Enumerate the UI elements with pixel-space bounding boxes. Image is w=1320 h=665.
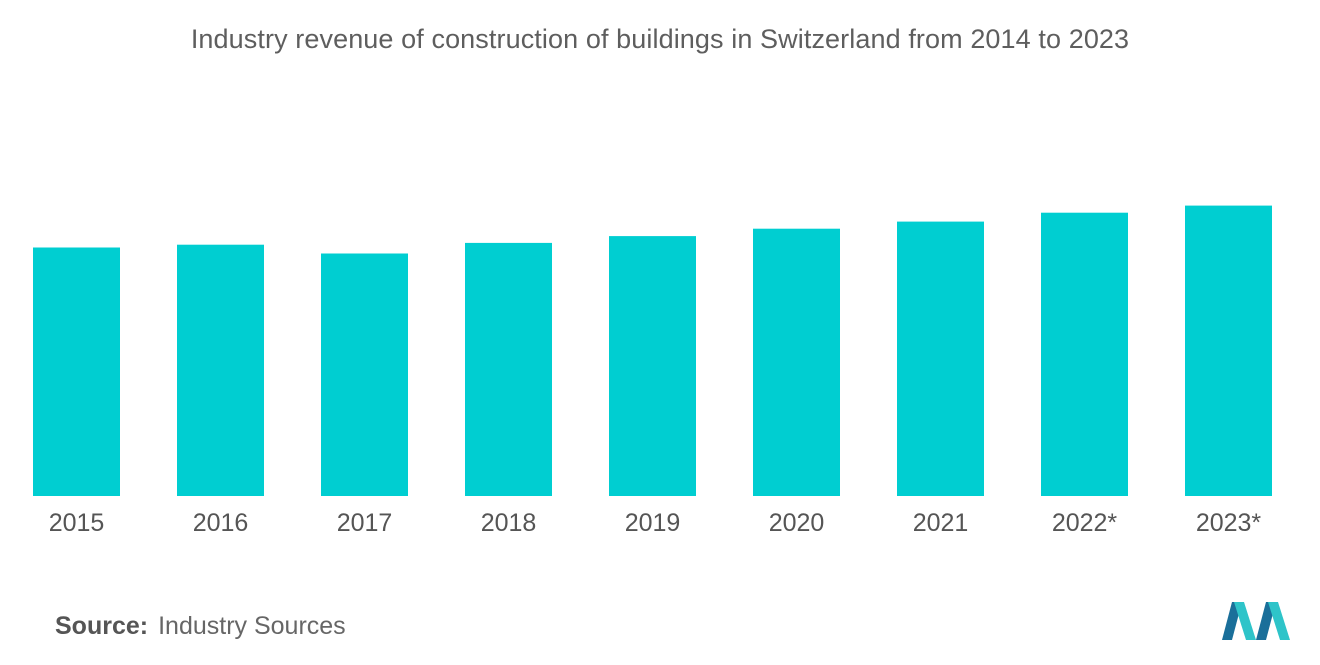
bar-2022-projected xyxy=(1041,212,1128,496)
bar-2019 xyxy=(609,236,696,496)
bar-2020 xyxy=(753,228,840,496)
x-tick-label: 2023* xyxy=(1196,509,1262,537)
source-label: Source: xyxy=(55,612,149,640)
chart-title: Industry revenue of construction of buil… xyxy=(190,24,1130,54)
x-tick-label: 2016 xyxy=(193,509,249,537)
source-note: Source: Industry Sources xyxy=(55,612,346,641)
bars-group xyxy=(33,205,1272,496)
x-tick-label: 2019 xyxy=(625,509,681,537)
x-tick-labels: 2015 2016 2017 2018 2019 2020 2021 2022* 2023* xyxy=(49,509,1262,537)
x-tick-label: 2018 xyxy=(481,509,537,537)
bar-2015 xyxy=(33,247,120,496)
x-tick-label: 2017 xyxy=(337,509,393,537)
bar-2018 xyxy=(465,242,552,496)
source-text: Industry Sources xyxy=(158,612,346,640)
x-tick-label: 2022* xyxy=(1052,509,1118,537)
bar-2017 xyxy=(321,253,408,496)
x-tick-label: 2021 xyxy=(913,509,969,537)
mordor-intelligence-logo-icon xyxy=(1222,602,1290,640)
bar-2021 xyxy=(897,221,984,496)
x-tick-label: 2020 xyxy=(769,509,825,537)
x-tick-label: 2015 xyxy=(49,509,105,537)
bar-2016 xyxy=(177,244,264,496)
bar-2023-projected xyxy=(1185,205,1272,496)
